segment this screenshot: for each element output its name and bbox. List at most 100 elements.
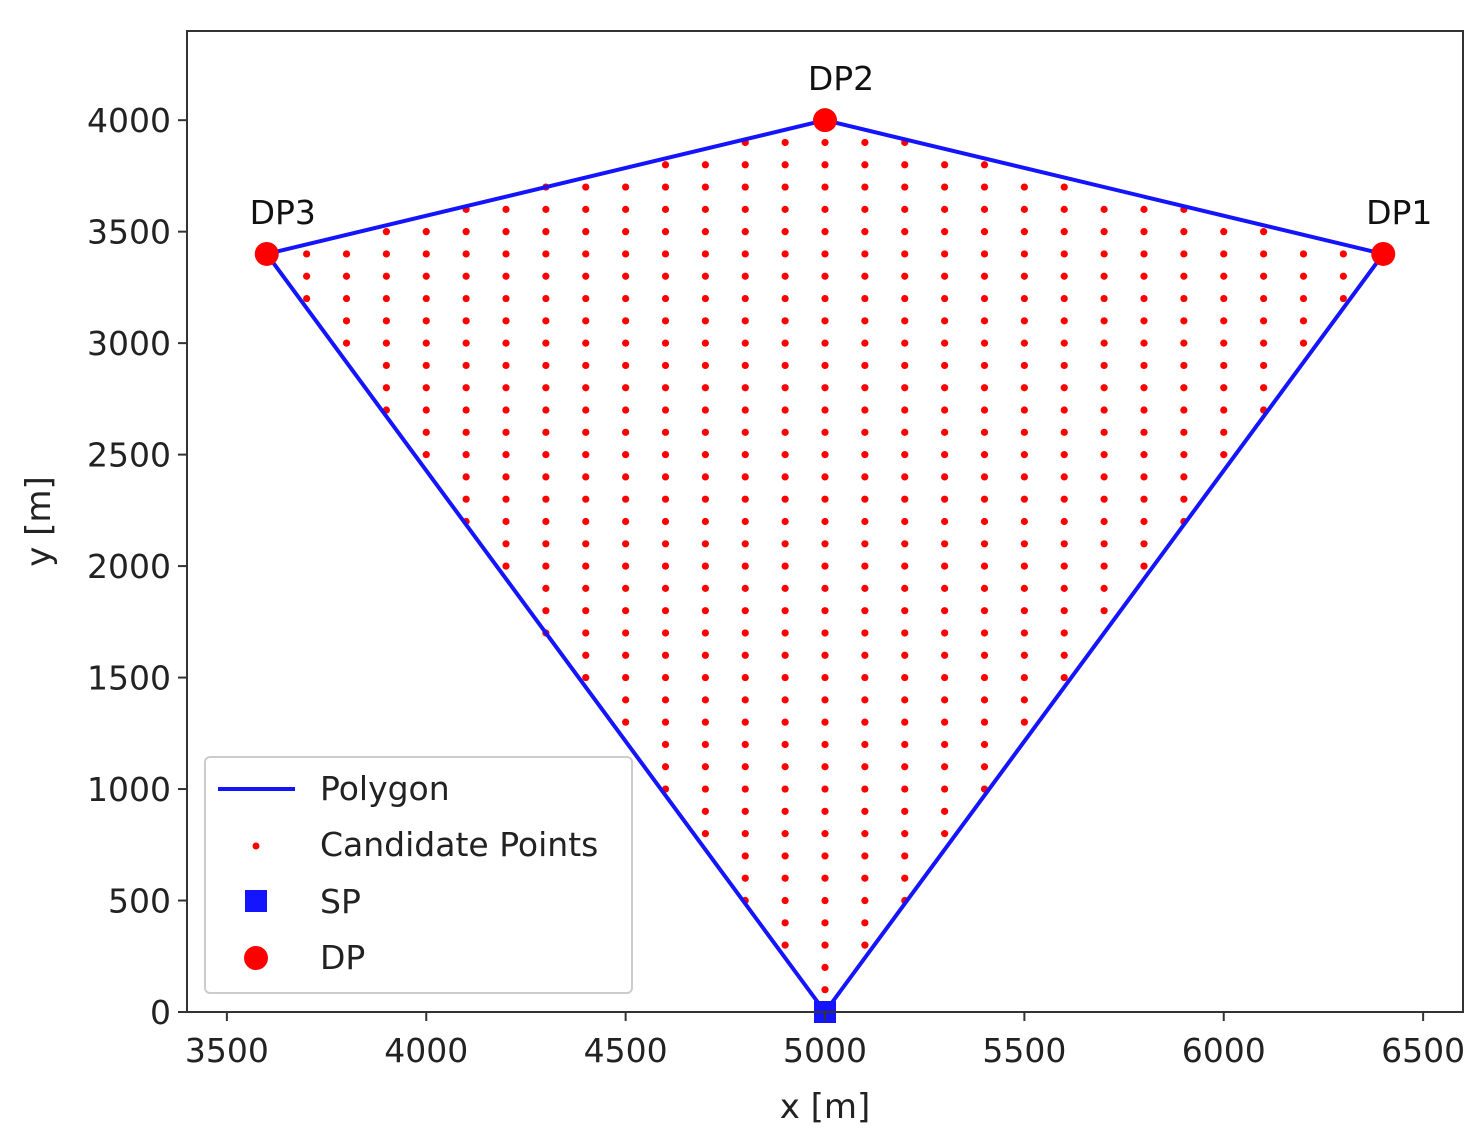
- candidate-point: [661, 696, 670, 704]
- candidate-point: [542, 495, 550, 503]
- candidate-point: [901, 807, 909, 815]
- candidate-point: [901, 428, 909, 436]
- candidate-point: [781, 451, 789, 459]
- candidate-point: [781, 785, 789, 793]
- candidate-point: [542, 205, 550, 213]
- candidate-point: [741, 161, 749, 169]
- candidate-point: [661, 317, 670, 325]
- candidate-point: [980, 673, 989, 682]
- candidate-point: [941, 361, 949, 370]
- candidate-point: [1020, 250, 1028, 258]
- candidate-point: [661, 406, 670, 414]
- candidate-point: [781, 673, 789, 682]
- candidate-point: [661, 250, 670, 258]
- candidate-point: [382, 228, 390, 236]
- candidate-point: [741, 294, 749, 303]
- candidate-point: [741, 428, 749, 436]
- dp-label: DP2: [808, 59, 874, 98]
- candidate-point: [980, 339, 989, 347]
- candidate-point: [622, 673, 630, 682]
- candidate-point: [342, 250, 351, 258]
- candidate-point: [661, 673, 670, 682]
- candidate-point: [622, 228, 630, 236]
- candidate-point: [980, 562, 989, 570]
- candidate-point: [462, 339, 470, 347]
- candidate-point: [901, 406, 909, 414]
- candidate-point: [901, 250, 909, 258]
- candidate-point: [661, 228, 670, 236]
- candidate-point: [1100, 428, 1108, 436]
- candidate-point: [502, 384, 510, 392]
- candidate-point: [542, 540, 550, 548]
- candidate-point: [1140, 428, 1148, 436]
- candidate-point: [1180, 428, 1188, 436]
- candidate-point: [1060, 406, 1068, 414]
- candidate-point: [622, 406, 630, 414]
- candidate-point: [781, 473, 789, 481]
- candidate-point: [741, 183, 749, 191]
- candidate-point: [980, 495, 989, 503]
- candidate-point: [941, 696, 949, 704]
- candidate-point: [941, 250, 949, 258]
- candidate-point: [1020, 451, 1028, 459]
- candidate-point: [1140, 250, 1148, 258]
- candidate-point: [821, 919, 829, 927]
- candidate-point: [462, 294, 470, 303]
- candidate-point: [701, 451, 709, 459]
- candidate-point: [741, 272, 749, 280]
- candidate-point: [1060, 607, 1068, 615]
- candidate-point: [1020, 495, 1028, 503]
- candidate-point: [1140, 205, 1148, 213]
- candidate-point: [781, 941, 789, 949]
- candidate-point: [741, 228, 749, 236]
- candidate-point: [582, 517, 590, 526]
- candidate-point: [781, 228, 789, 236]
- candidate-point: [1180, 317, 1188, 325]
- candidate-point: [622, 607, 630, 615]
- candidate-point: [821, 361, 829, 370]
- candidate-point: [781, 629, 789, 637]
- candidate-point: [741, 540, 749, 548]
- candidate-point: [1060, 228, 1068, 236]
- candidate-point: [382, 339, 390, 347]
- candidate-point: [622, 629, 630, 637]
- candidate-point: [821, 428, 829, 436]
- candidate-point: [422, 361, 430, 370]
- candidate-point: [741, 807, 749, 815]
- candidate-point: [462, 473, 470, 481]
- candidate-point: [1100, 339, 1108, 347]
- candidate-point: [901, 673, 909, 682]
- candidate-point: [542, 584, 550, 592]
- candidate-point: [941, 651, 949, 659]
- candidate-point: [661, 562, 670, 570]
- candidate-point: [622, 517, 630, 526]
- candidate-point: [661, 473, 670, 481]
- candidate-point: [901, 785, 909, 793]
- candidate-point: [1060, 629, 1068, 637]
- candidate-point: [901, 473, 909, 481]
- candidate-point: [901, 339, 909, 347]
- candidate-point: [502, 562, 510, 570]
- candidate-point: [661, 763, 670, 771]
- candidate-point: [1220, 339, 1228, 347]
- candidate-point: [542, 384, 550, 392]
- candidate-point: [741, 830, 749, 838]
- candidate-point: [502, 250, 510, 258]
- candidate-point: [1020, 339, 1028, 347]
- candidate-point: [821, 852, 829, 860]
- candidate-point: [821, 473, 829, 481]
- candidate-point: [701, 250, 709, 258]
- candidate-point: [941, 161, 949, 169]
- candidate-point: [701, 807, 709, 815]
- candidate-point: [342, 272, 351, 280]
- candidate-point: [781, 896, 789, 905]
- candidate-point: [1339, 250, 1347, 258]
- candidate-point: [781, 183, 789, 191]
- candidate-point: [781, 138, 789, 147]
- candidate-point: [941, 384, 949, 392]
- candidate-point: [661, 607, 670, 615]
- legend-dp-label: DP: [320, 938, 365, 977]
- candidate-point: [1140, 517, 1148, 526]
- candidate-point: [661, 517, 670, 526]
- candidate-point: [422, 294, 430, 303]
